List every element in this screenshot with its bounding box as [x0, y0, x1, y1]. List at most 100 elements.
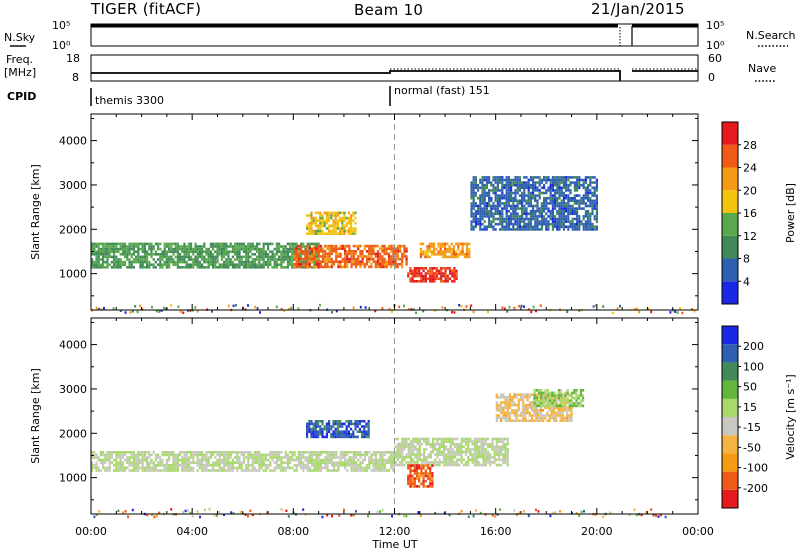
echo-cell: [381, 257, 384, 261]
echo-cell: [212, 258, 215, 261]
echo-cell: [267, 466, 270, 470]
echo-cell: [212, 247, 215, 251]
echo-cell: [456, 437, 459, 441]
echo-cell: [444, 247, 447, 251]
echo-cell: [322, 461, 325, 464]
echo-cell: [534, 194, 537, 197]
echo-cell: [153, 515, 156, 519]
echo-cell: [439, 242, 442, 246]
echo-cell: [547, 178, 550, 182]
echo-cell: [569, 204, 572, 208]
echo-cell: [495, 403, 498, 407]
echo-cell: [505, 176, 508, 179]
echo-cell: [407, 479, 410, 483]
echo-cell: [106, 469, 109, 472]
echo-cell: [300, 255, 303, 259]
echo-cell: [551, 189, 554, 192]
echo-cell: [187, 461, 190, 464]
echo-cell: [365, 260, 369, 263]
echo-cell: [545, 220, 548, 223]
echo-cell: [119, 309, 122, 312]
echo-cell: [209, 260, 212, 264]
echo-cell: [440, 445, 443, 449]
echo-cell: [249, 451, 252, 454]
echo-cell: [510, 183, 513, 187]
echo-cell: [361, 260, 364, 263]
echo-cell: [538, 220, 541, 223]
echo-cell: [245, 466, 248, 470]
echo-cell: [526, 403, 529, 407]
echo-cell: [483, 183, 486, 187]
echo-cell: [479, 209, 482, 213]
echo-cell: [565, 194, 568, 197]
echo-cell: [119, 464, 122, 467]
echo-cell: [523, 204, 526, 208]
echo-cell: [485, 212, 488, 216]
echo-cell: [207, 260, 210, 264]
echo-cell: [304, 260, 307, 264]
echo-cell: [505, 181, 508, 184]
echo-cell: [503, 228, 506, 231]
echo-cell: [407, 464, 410, 467]
echo-cell: [170, 258, 173, 261]
echo-cell: [137, 458, 140, 462]
echo-cell: [582, 217, 585, 221]
echo-cell: [231, 255, 234, 259]
echo-cell: [293, 255, 296, 258]
echo-cell: [431, 450, 435, 454]
echo-cell: [187, 242, 190, 246]
echo-cell: [570, 409, 573, 412]
echo-cell: [392, 458, 395, 462]
echo-cell: [361, 453, 364, 457]
echo-cell: [348, 257, 351, 261]
echo-cell: [245, 250, 248, 253]
echo-cell: [177, 305, 180, 308]
echo-cell: [460, 442, 463, 446]
echo-cell: [146, 266, 149, 269]
echo-cell: [504, 450, 507, 454]
echo-cell: [451, 437, 454, 441]
echo-cell: [589, 183, 592, 187]
echo-cell: [273, 253, 276, 256]
echo-cell: [495, 409, 498, 412]
echo-cell: [483, 212, 486, 216]
echo-cell: [381, 247, 384, 250]
echo-cell: [278, 458, 281, 462]
echo-cell: [500, 416, 503, 420]
echo-cell: [528, 403, 531, 407]
echo-cell: [141, 247, 144, 251]
echo-cell: [181, 461, 184, 464]
x-tick-label: 20:00: [581, 525, 613, 538]
echo-cell: [556, 178, 559, 182]
echo-cell: [297, 247, 300, 251]
echo-cells: [91, 176, 696, 315]
echo-cell: [231, 464, 234, 467]
echo-cell: [538, 181, 541, 184]
echo-cell: [159, 242, 162, 246]
echo-cell: [499, 228, 502, 231]
echo-cell: [110, 461, 113, 464]
echo-cell: [131, 508, 134, 512]
echo-cell: [403, 252, 406, 256]
echo-cell: [529, 220, 532, 223]
echo-cell: [504, 458, 507, 462]
echo-cell: [480, 463, 483, 467]
echo-cell: [533, 396, 536, 400]
echo-cell: [336, 427, 339, 431]
echo-cell: [238, 250, 241, 253]
echo-cell: [302, 453, 305, 457]
echo-cell: [490, 215, 493, 218]
echo-cell: [472, 189, 475, 192]
echo-cell: [587, 189, 590, 192]
echo-cell: [240, 258, 243, 261]
echo-cell: [357, 247, 360, 250]
echo-cell: [571, 225, 574, 229]
echo-cell: [521, 209, 524, 213]
echo-cell: [310, 222, 313, 225]
echo-cell: [478, 461, 481, 464]
echo-cell: [148, 466, 151, 470]
echo-cell: [463, 242, 466, 246]
echo-cell: [339, 211, 342, 215]
echo-cell: [308, 466, 311, 470]
echo-cell: [258, 451, 261, 454]
